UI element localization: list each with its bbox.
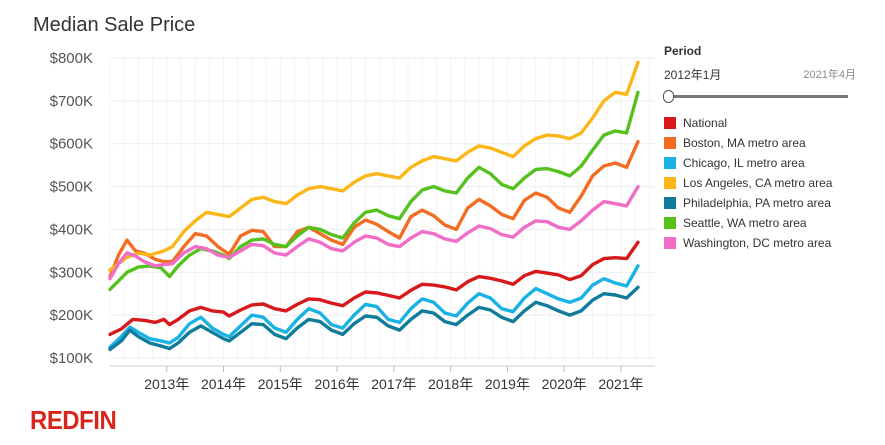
legend-label: Washington, DC metro area [683,236,832,250]
redfin-logo: REDFIN [30,405,117,435]
y-tick-label: $200K [50,307,93,324]
legend-label: Philadelphia, PA metro area [683,196,831,210]
series-line [108,90,640,292]
legend-swatch [664,217,676,229]
slider-handle[interactable] [663,90,674,103]
legend-item[interactable]: National [664,113,832,133]
period-range: 2012年1月 2021年4月 [664,66,856,83]
x-tick-label: 2015年 [258,376,303,392]
period-end-label: 2021年4月 [803,69,856,81]
legend-swatch [664,237,676,249]
y-tick-label: $300K [50,264,93,281]
legend-swatch [664,157,676,169]
legend-label: Boston, MA metro area [683,136,806,150]
x-tick-label: 2020年 [542,376,587,392]
slider-track[interactable] [668,95,848,98]
legend-item[interactable]: Washington, DC metro area [664,233,832,253]
line-chart: $100K $200K $300K $400K $500K $600K $700K $800K… [50,50,655,392]
y-tick-label: $600K [50,136,93,153]
series-line [108,60,640,272]
series-line [108,139,640,279]
legend-swatch [664,137,676,149]
axes: $100K $200K $300K $400K $500K $600K $700K $800K… [50,50,655,392]
y-tick-label: $500K [50,179,93,196]
x-tick-label: 2019年 [485,376,530,392]
period-title: Period [664,44,702,58]
legend-label: Seattle, WA metro area [683,216,807,230]
x-tick-label: 2017年 [371,376,416,392]
legend-item[interactable]: Seattle, WA metro area [664,213,832,233]
period-slider[interactable] [663,89,848,103]
y-tick-label: $100K [50,350,93,367]
y-tick-label: $400K [50,221,93,238]
legend-swatch [664,197,676,209]
series-line [108,285,640,352]
series-line [108,240,640,337]
x-tick-label: 2013年 [144,376,189,392]
legend: National Boston, MA metro area Chicago, IL… [664,113,832,253]
period-filter: Period 2012年1月 2021年4月 [663,44,864,103]
legend-label: National [683,116,728,130]
legend-label: Los Angeles, CA metro area [683,176,833,190]
legend-item[interactable]: Los Angeles, CA metro area [664,173,832,193]
legend-swatch [664,177,676,189]
legend-item[interactable]: Chicago, IL metro area [664,153,832,173]
legend-swatch [664,117,676,129]
series-lines [108,60,640,352]
y-tick-label: $700K [50,93,93,110]
x-tick-label: 2018年 [428,376,473,392]
x-tick-label: 2014年 [201,376,246,392]
x-tick-label: 2021年 [598,376,643,392]
legend-item[interactable]: Philadelphia, PA metro area [664,193,832,213]
series-line [108,184,640,281]
legend-item[interactable]: Boston, MA metro area [664,133,832,153]
x-tick-label: 2016年 [315,376,360,392]
legend-label: Chicago, IL metro area [683,156,805,170]
chart-title: Median Sale Price [33,14,196,36]
series-line [108,264,640,349]
period-start-label: 2012年1月 [664,68,722,82]
y-tick-label: $800K [50,50,93,67]
